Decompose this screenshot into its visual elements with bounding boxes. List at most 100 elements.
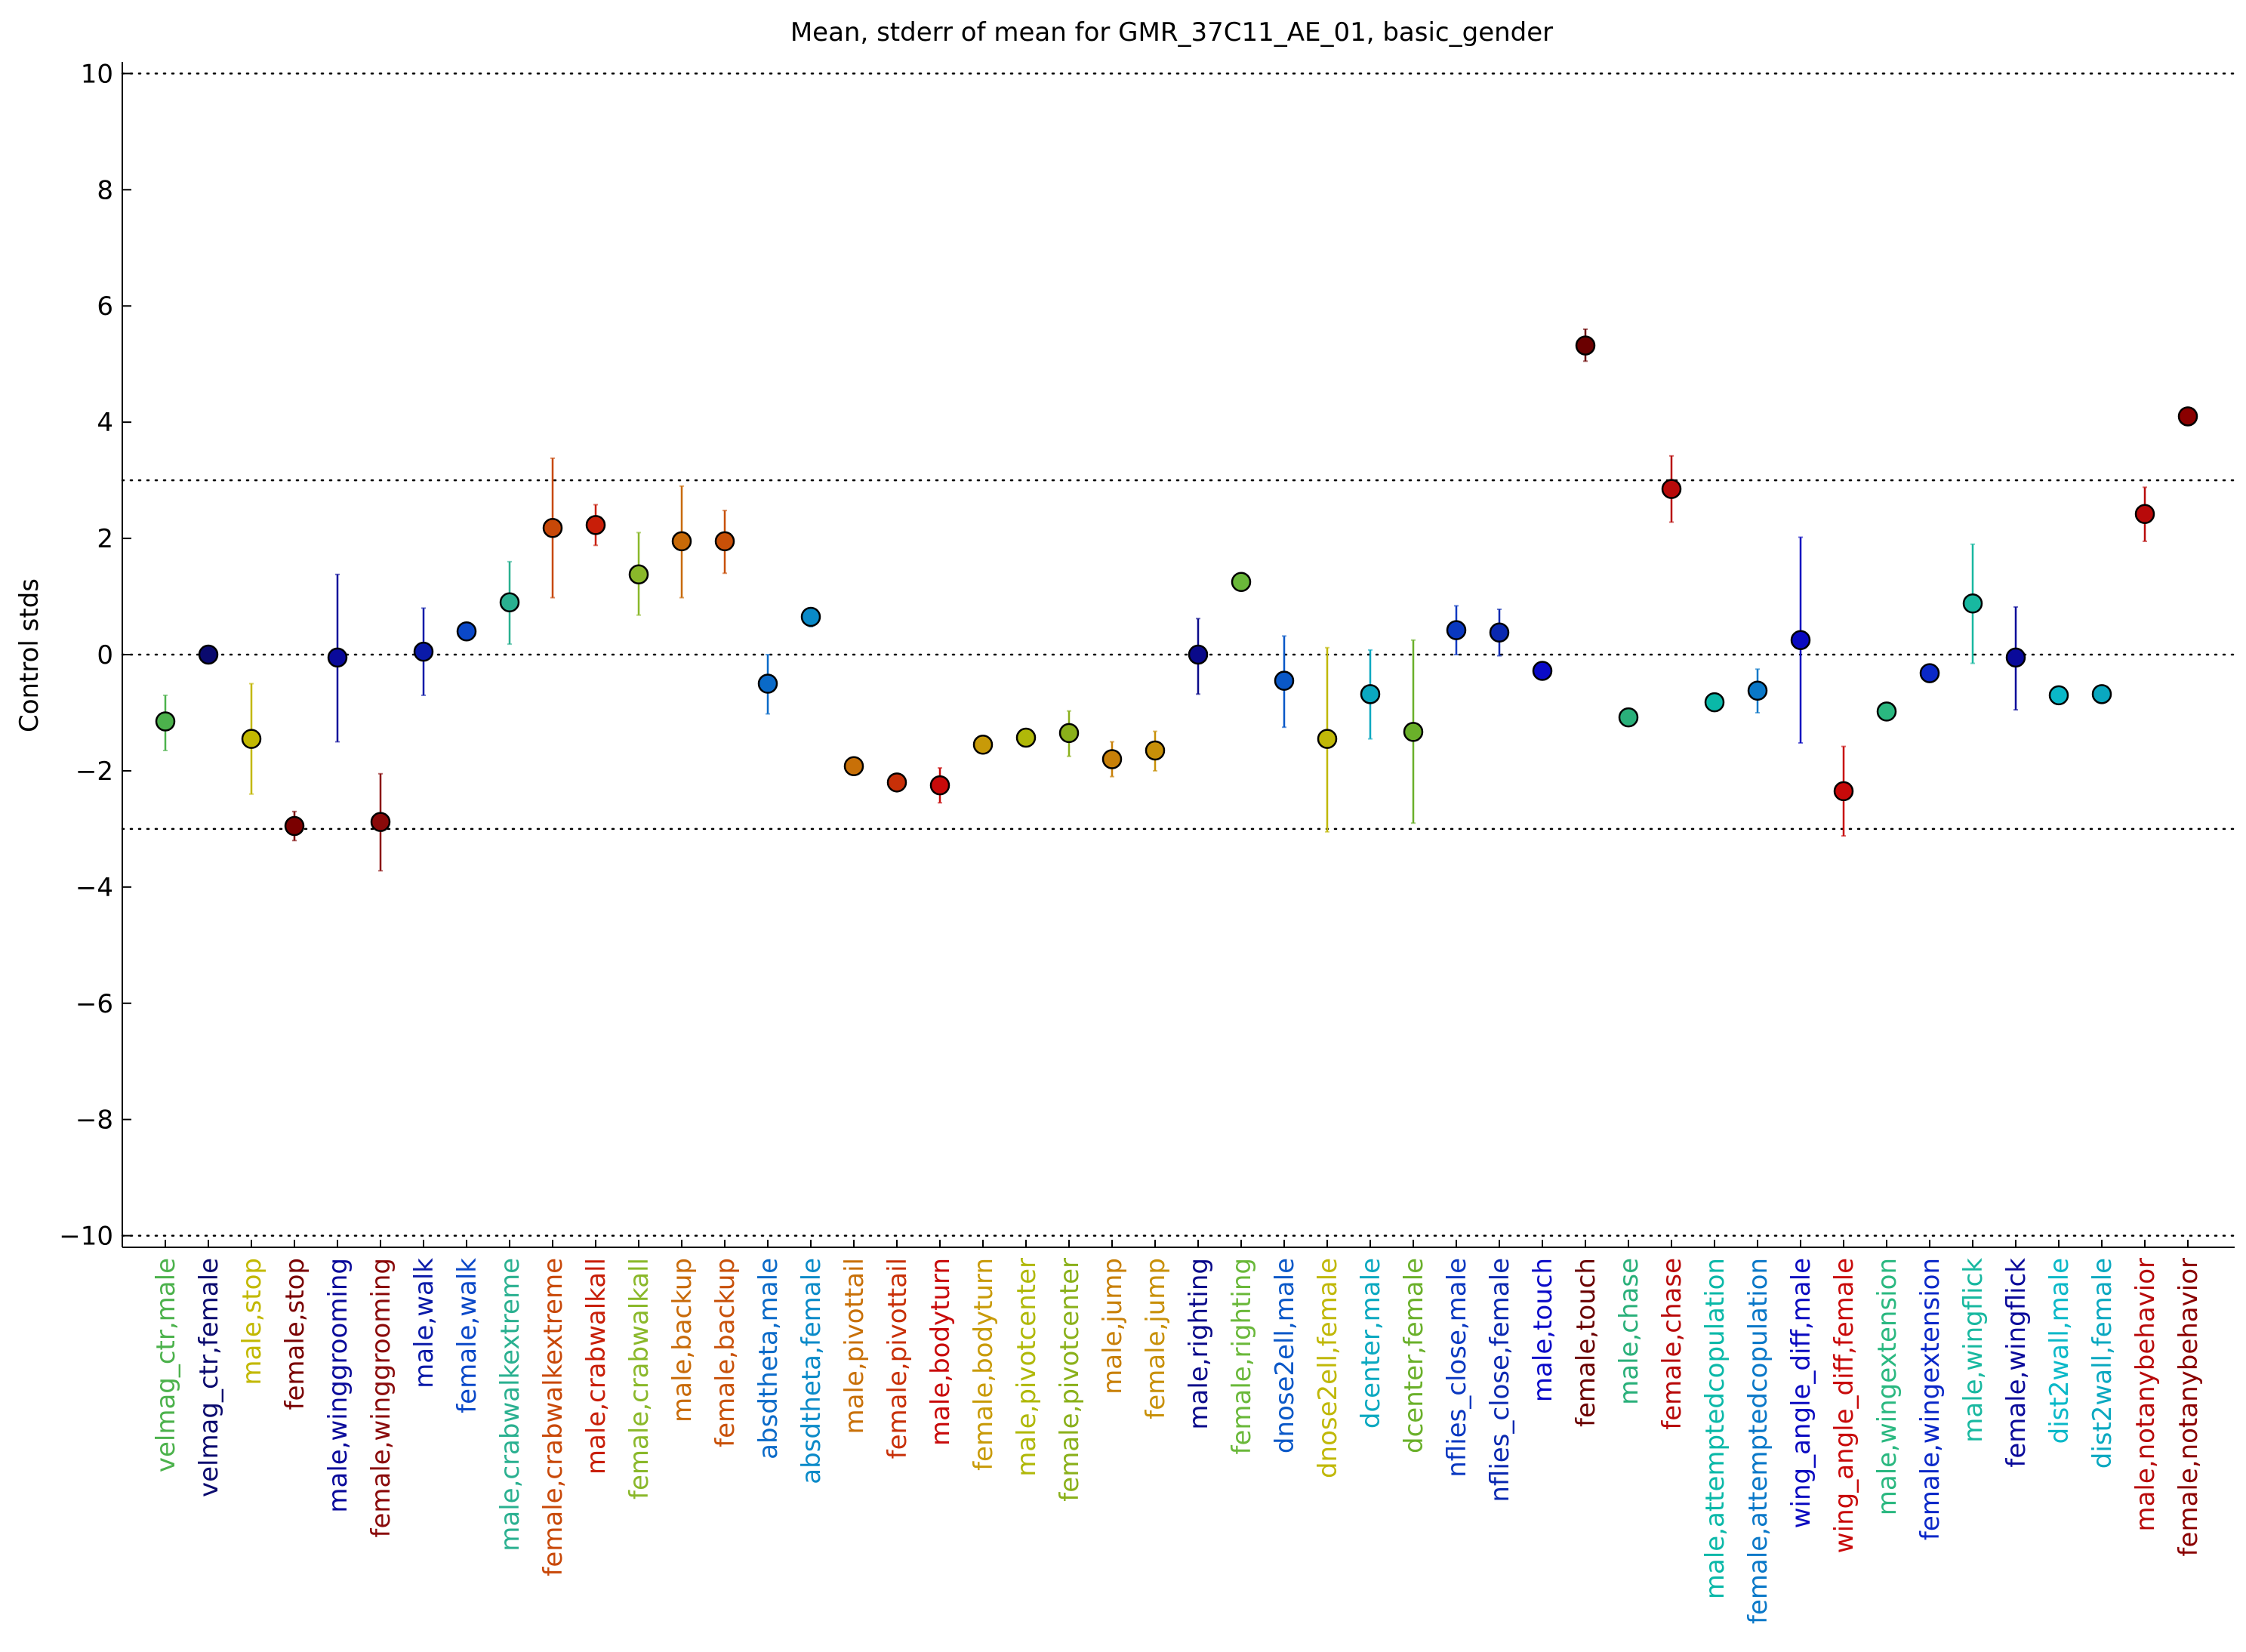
x-tick-label: male,chase (1614, 1258, 1644, 1405)
x-tick-label: female,backup (710, 1258, 741, 1447)
data-point (1661, 479, 1682, 499)
data-point (1747, 680, 1768, 701)
x-tick-label: male,righting (1184, 1258, 1214, 1430)
x-tick-label: female,crabwalkextreme (538, 1258, 568, 1576)
x-tick-label: dist2wall,male (2044, 1258, 2075, 1444)
data-point (1962, 593, 1983, 614)
data-point (1489, 622, 1510, 643)
data-point (327, 647, 348, 668)
data-point (1575, 335, 1596, 356)
y-tick-label: −10 (59, 1222, 113, 1252)
x-tick-label: female,stop (280, 1258, 310, 1410)
data-point (1360, 684, 1381, 704)
data-point (800, 606, 821, 627)
data-point (1188, 644, 1209, 665)
data-point (1833, 781, 1854, 802)
data-point (284, 815, 305, 837)
data-point (757, 673, 778, 694)
y-tick-label: 4 (97, 408, 113, 438)
y-tick-label: 2 (97, 524, 113, 554)
data-point (1145, 740, 1166, 761)
x-tick-label: female,crabwalkall (624, 1258, 655, 1499)
x-tick-label: nflies_close,male (1442, 1258, 1472, 1478)
data-point (1618, 707, 1639, 728)
data-point (886, 772, 907, 793)
x-tick-label: female,walk (452, 1258, 482, 1413)
data-point (1704, 692, 1725, 713)
x-tick-label: male,wingflick (1958, 1258, 1989, 1443)
x-tick-label: male,touch (1528, 1258, 1558, 1402)
x-tick-label: female,winggrooming (366, 1258, 396, 1538)
data-point (2134, 504, 2155, 525)
data-point (1532, 661, 1553, 681)
x-tick-label: male,pivotcenter (1012, 1258, 1042, 1477)
x-tick-label: male,notanybehavior (2130, 1258, 2161, 1532)
x-tick-label: wing_angle_diff,female (1829, 1258, 1859, 1553)
data-point (2177, 406, 2198, 427)
data-point (972, 735, 994, 755)
x-tick-label: velmag_ctr,female (194, 1258, 224, 1497)
error-bars (163, 328, 2190, 872)
y-axis-label: Control stds (14, 578, 45, 732)
data-point (628, 564, 649, 585)
x-tick-label: female,pivottail (883, 1258, 913, 1459)
x-tick-label: male,bodyturn (926, 1258, 956, 1446)
data-point (671, 531, 692, 552)
x-tick-label: male,backup (667, 1258, 698, 1422)
x-tick-label: female,bodyturn (969, 1258, 999, 1471)
data-point (1231, 572, 1252, 593)
data-point (1446, 620, 1467, 640)
data-point (1790, 630, 1811, 651)
x-tick-label: dist2wall,female (2087, 1258, 2118, 1469)
data-point (2005, 647, 2026, 668)
data-point (2091, 684, 2112, 704)
y-tick-label: −8 (75, 1105, 113, 1136)
data-point (241, 729, 262, 749)
x-tick-label: female,jump (1141, 1258, 1171, 1419)
data-point (585, 515, 606, 535)
data-point (2048, 685, 2069, 706)
data-point (1015, 727, 1037, 748)
x-tick-label: female,touch (1571, 1258, 1601, 1427)
data-point (542, 517, 563, 538)
x-tick-label: male,walk (409, 1258, 439, 1388)
x-tick-label: female,notanybehavior (2174, 1258, 2204, 1556)
chart-title: Mean, stderr of mean for GMR_37C11_AE_01… (790, 17, 1553, 48)
x-tick-label: male,wingextension (1872, 1258, 1902, 1515)
x-tick-label: male,crabwalkextreme (495, 1258, 525, 1552)
x-tick-label: absdtheta,male (753, 1258, 784, 1459)
x-tick-label: male,jump (1098, 1258, 1128, 1395)
x-tick-label: absdtheta,female (796, 1258, 827, 1484)
x-tick-label: dcenter,male (1356, 1258, 1386, 1429)
data-point (370, 812, 391, 832)
reference-lines (121, 72, 2236, 1237)
data-point (1403, 722, 1424, 742)
data-point (929, 775, 950, 796)
x-tick-labels: velmag_ctr,male velmag_ctr,female male,sto… (151, 1240, 2204, 1624)
x-tick-label: velmag_ctr,male (151, 1258, 181, 1472)
data-point (413, 641, 434, 662)
data-point (198, 644, 219, 665)
data-points (155, 335, 2198, 837)
y-tick-label: −2 (75, 757, 113, 787)
y-tick-label: 10 (81, 59, 113, 89)
y-tick-label: 8 (97, 175, 113, 205)
x-tick-label: male,pivottail (840, 1258, 870, 1434)
x-tick-label: male,winggrooming (323, 1258, 353, 1513)
x-tick-label: female,wingflick (2001, 1258, 2032, 1468)
x-tick-label: female,wingextension (1915, 1258, 1946, 1540)
data-point (1317, 729, 1338, 749)
data-point (843, 756, 864, 777)
x-tick-label: male,stop (237, 1258, 267, 1385)
y-tick-label: 6 (97, 291, 113, 322)
x-tick-label: dnose2ell,female (1313, 1258, 1343, 1478)
x-tick-label: female,pivotcenter (1055, 1258, 1085, 1502)
y-axis: −10 −8 −6 −4 −2 0 2 4 6 8 10 (59, 59, 131, 1252)
y-tick-label: −6 (75, 989, 113, 1019)
x-tick-label: female,righting (1227, 1258, 1257, 1454)
x-tick-label: male,crabwalkall (581, 1258, 612, 1475)
data-point (1101, 749, 1123, 769)
x-tick-label: wing_angle_diff,male (1786, 1258, 1816, 1528)
x-tick-label: female,attemptedcopulation (1743, 1258, 1773, 1624)
